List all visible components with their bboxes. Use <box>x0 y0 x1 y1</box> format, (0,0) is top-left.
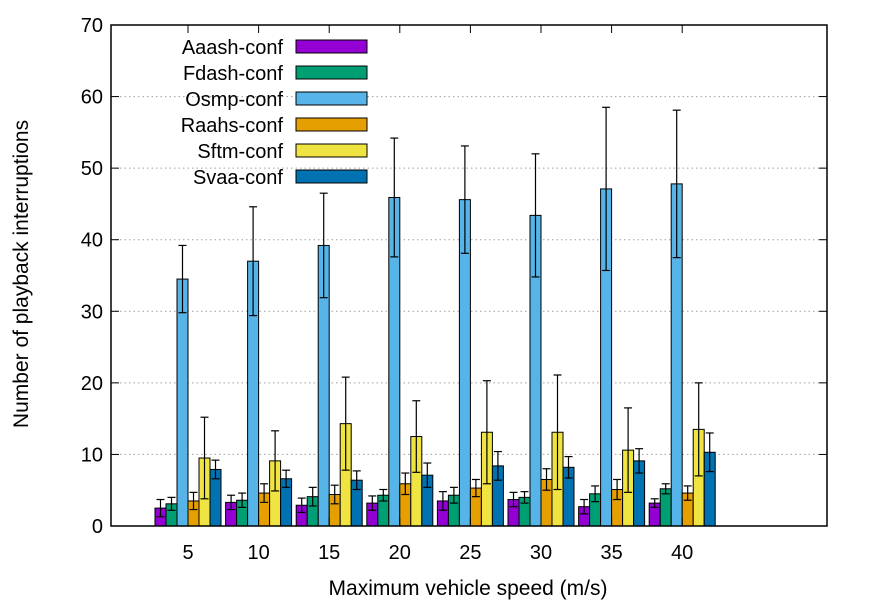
legend-item: Raahs-conf <box>181 115 368 137</box>
x-tick-label: 35 <box>600 542 622 564</box>
error-bar <box>249 206 258 317</box>
error-bar <box>200 416 209 500</box>
error-bar <box>509 491 518 508</box>
legend-swatch <box>295 91 368 106</box>
legend-item: Aaash-conf <box>182 37 368 59</box>
error-bar <box>308 486 317 507</box>
error-bar <box>423 462 432 488</box>
error-bar <box>412 400 421 473</box>
legend-swatch <box>295 169 368 184</box>
error-bar <box>460 145 469 254</box>
legend-label: Osmp-conf <box>185 89 283 111</box>
error-bar <box>553 374 562 491</box>
bars <box>154 183 716 527</box>
y-tick-label: 60 <box>81 87 103 109</box>
error-bar <box>390 137 399 258</box>
legend-label: Fdash-conf <box>183 63 283 85</box>
error-bar <box>672 109 681 259</box>
bar-osmp-conf <box>176 278 189 527</box>
legend-swatch <box>295 39 368 54</box>
legend-item: Svaa-conf <box>193 167 368 189</box>
error-bar <box>591 485 600 503</box>
error-bar <box>705 432 714 473</box>
legend-item: Osmp-conf <box>185 89 368 111</box>
y-tick-label: 40 <box>81 230 103 252</box>
legend-swatch <box>295 143 368 158</box>
x-tick-label: 20 <box>389 542 411 564</box>
error-bar <box>178 244 187 314</box>
error-bar <box>297 497 306 514</box>
error-bar <box>449 486 458 504</box>
error-bar <box>580 498 589 515</box>
y-tick-label: 50 <box>81 158 103 180</box>
error-bar <box>613 478 622 501</box>
x-axis-label: Maximum vehicle speed (m/s) <box>329 577 608 600</box>
y-axis-label: Number of playback interruptions <box>10 120 33 428</box>
x-tick-label: 5 <box>182 542 193 564</box>
error-bar <box>661 483 670 495</box>
plot-frame <box>110 24 828 527</box>
error-bar <box>564 455 573 479</box>
error-bar <box>694 382 703 477</box>
legend-label: Svaa-conf <box>193 167 283 189</box>
error-bar <box>156 498 165 518</box>
error-bar <box>227 494 236 511</box>
y-tick-label: 20 <box>81 373 103 395</box>
error-bar <box>319 192 328 299</box>
legend-item: Sftm-conf <box>197 141 368 163</box>
error-bar <box>531 153 540 278</box>
legend-item: Fdash-conf <box>183 63 368 85</box>
error-bar <box>271 430 280 492</box>
error-bar <box>167 496 176 511</box>
legend-label: Sftm-conf <box>197 141 283 163</box>
error-bar <box>602 106 611 272</box>
x-tick-label: 25 <box>459 542 481 564</box>
error-bar <box>493 450 502 481</box>
x-tick-label: 40 <box>671 542 693 564</box>
error-bar <box>482 380 491 485</box>
error-bar <box>352 470 361 491</box>
x-tick-label: 15 <box>318 542 340 564</box>
error-bar <box>330 484 339 505</box>
y-tick-label: 0 <box>92 516 103 538</box>
axes <box>110 24 828 527</box>
error-bar <box>189 491 198 511</box>
legend: Aaash-conf Fdash-conf Osmp-conf Raahs-conf S… <box>181 37 368 189</box>
legend-label: Raahs-conf <box>181 115 284 137</box>
x-tick-label: 10 <box>247 542 269 564</box>
error-bar <box>211 459 220 480</box>
error-bar <box>471 478 480 498</box>
y-tick-label: 70 <box>81 15 103 37</box>
error-bar <box>542 468 551 491</box>
error-bar <box>282 469 291 488</box>
error-bar <box>683 485 692 501</box>
error-bars <box>156 106 714 518</box>
error-bar <box>238 492 247 508</box>
error-bar <box>650 498 659 508</box>
error-bar <box>341 376 350 471</box>
error-bar <box>438 491 447 511</box>
legend-label: Aaash-conf <box>182 37 284 59</box>
y-tick-label: 30 <box>81 301 103 323</box>
error-bar <box>624 407 633 493</box>
error-bar <box>379 488 388 502</box>
error-bar <box>401 472 410 496</box>
y-tick-label: 10 <box>81 444 103 466</box>
error-bar <box>520 491 529 504</box>
tick-labels: 0 10 20 30 40 50 60 70 5 10 15 20 25 30 35 40 <box>81 15 694 564</box>
error-bar <box>635 448 644 474</box>
x-tick-label: 30 <box>530 542 552 564</box>
legend-swatch <box>295 117 368 132</box>
legend-swatch <box>295 65 368 80</box>
error-bar <box>368 495 377 511</box>
error-bar <box>260 483 269 503</box>
